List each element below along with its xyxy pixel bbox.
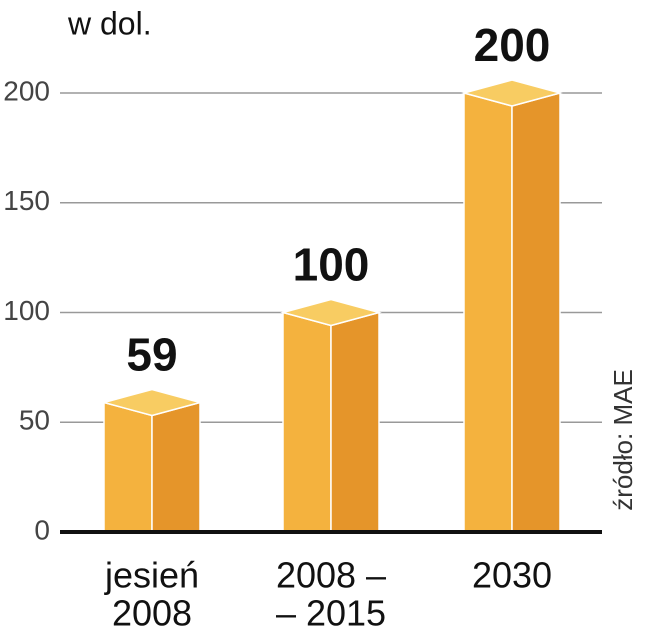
axis-label: w dol. bbox=[67, 5, 152, 41]
value-label: 59 bbox=[126, 329, 177, 381]
y-tick-label: 0 bbox=[34, 514, 50, 545]
y-tick-label: 50 bbox=[19, 405, 50, 436]
y-tick-label: 150 bbox=[3, 185, 50, 216]
value-label: 200 bbox=[474, 19, 551, 71]
x-tick-label: jesień bbox=[104, 555, 199, 596]
bar-front bbox=[282, 311, 332, 533]
bar-side bbox=[511, 92, 561, 533]
source: źródło: MAE bbox=[608, 369, 638, 511]
bar-top bbox=[280, 298, 382, 327]
x-tick-label: 2030 bbox=[472, 555, 552, 596]
value-label: 100 bbox=[293, 239, 370, 291]
bar-top bbox=[461, 79, 563, 107]
y-tick-label: 100 bbox=[3, 295, 50, 326]
y-tick-label: 200 bbox=[3, 75, 50, 106]
bar-side bbox=[151, 401, 201, 533]
x-tick-label: 2008 bbox=[112, 593, 192, 634]
bar bbox=[101, 388, 203, 533]
bar bbox=[280, 298, 382, 533]
bar bbox=[461, 79, 563, 533]
x-tick-label: 2008 – bbox=[276, 555, 386, 596]
bar-front bbox=[463, 92, 513, 533]
bar-side bbox=[330, 311, 380, 533]
x-tick-label: – 2015 bbox=[276, 593, 386, 634]
bar-top bbox=[101, 388, 203, 417]
bar-front bbox=[103, 401, 153, 533]
